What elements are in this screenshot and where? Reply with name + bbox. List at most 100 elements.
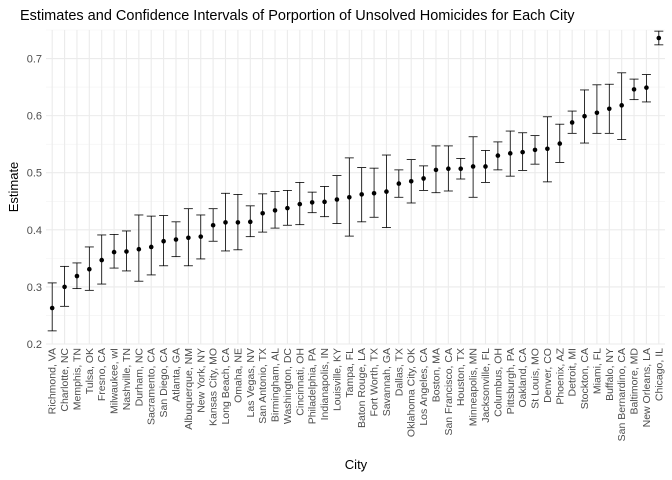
estimate-point — [433, 167, 439, 173]
estimate-point — [384, 189, 389, 194]
errorbar-group — [84, 246, 94, 291]
errorbar-group — [654, 30, 664, 46]
errorbar-group — [419, 165, 429, 191]
estimate-point — [124, 249, 129, 254]
errorbar-group — [233, 194, 243, 251]
estimate-point — [285, 205, 290, 211]
errorbar-group — [480, 150, 490, 183]
estimate-point — [619, 103, 624, 108]
x-tick-label: Kansas City, MO — [208, 348, 220, 426]
x-tick-label: Tampa, FL — [344, 348, 356, 398]
estimate-point — [606, 106, 612, 112]
errorbar-group — [134, 214, 144, 282]
estimate-point — [371, 190, 377, 196]
estimate-point — [173, 237, 179, 242]
x-tick-label: St Louis, MO — [530, 348, 542, 409]
x-tick-label: Indianapolis, IN — [319, 348, 331, 420]
estimate-point — [495, 153, 501, 158]
x-tick-label: New York, NY — [195, 348, 207, 413]
x-tick-label: San Francisco, CA — [443, 348, 455, 436]
errorbar-group — [295, 182, 305, 226]
estimate-point — [87, 266, 92, 272]
estimate-point — [582, 113, 587, 119]
y-tick-label: 0.7 — [27, 54, 42, 66]
x-tick-label: Albuquerque, NM — [183, 348, 195, 430]
gridlines — [46, 29, 665, 345]
estimate-point — [631, 87, 637, 92]
x-tick-label: Savannah, GA — [381, 348, 393, 416]
x-tick-label: Washington, DC — [282, 348, 294, 424]
x-tick-label: San Bernardino, CA — [616, 348, 628, 441]
x-tick-label: Baltimore, MD — [629, 348, 641, 415]
estimate-point — [520, 149, 525, 155]
errorbar-group — [641, 74, 651, 103]
x-tick-label: Denver, CO — [542, 348, 554, 403]
x-tick-label: Richmond, VA — [47, 348, 59, 414]
estimate-point — [272, 208, 278, 213]
x-tick-label: Stockton, CA — [579, 348, 591, 409]
estimate-point — [136, 246, 142, 252]
errorbar-group — [196, 214, 206, 260]
x-tick-label: Baton Rouge, LA — [356, 348, 368, 428]
x-tick-label: Miami, FL — [591, 348, 603, 394]
errorbar-group — [245, 205, 255, 238]
errorbar-group — [72, 262, 82, 290]
estimate-point — [49, 305, 55, 311]
x-tick-label: Las Vegas, NV — [245, 348, 257, 417]
x-tick-label: Detroit, MI — [567, 348, 579, 396]
x-tick-label: Oakland, CA — [517, 348, 529, 408]
errorbar-group — [258, 193, 268, 233]
x-tick-label: Chicago, IL — [653, 348, 665, 401]
errorbar-group — [493, 141, 503, 171]
x-tick-label: Durham, NC — [133, 348, 145, 407]
estimate-point — [396, 181, 402, 186]
x-tick-label: New Orleans, LA — [641, 348, 653, 427]
estimate-point — [223, 220, 228, 225]
data-marks — [47, 30, 664, 332]
errorbar-group — [468, 136, 478, 198]
estimate-point — [470, 164, 476, 169]
errorbar-group — [604, 83, 614, 134]
errorbar-group — [456, 158, 466, 180]
x-tick-label: Phoenix, AZ — [554, 347, 566, 404]
estimate-point — [148, 244, 154, 250]
errorbar-group — [518, 132, 528, 171]
x-tick-label: Sacramento, CA — [146, 348, 158, 425]
errorbar-group — [394, 169, 404, 198]
x-tick-label: Oklahoma City, OK — [406, 348, 418, 437]
errorbar-group — [282, 190, 292, 226]
errorbar-group — [47, 282, 57, 332]
errorbar-group — [406, 159, 416, 204]
errorbar-group — [443, 145, 453, 192]
estimate-point — [347, 194, 352, 200]
errorbar-group — [555, 123, 565, 163]
errorbar-group — [629, 78, 639, 101]
y-tick-label: 0.2 — [27, 339, 42, 351]
errorbar-group — [332, 175, 342, 224]
errorbar-group — [60, 265, 70, 307]
estimate-point — [210, 222, 216, 228]
x-axis-title: City — [345, 457, 368, 472]
estimate-point — [198, 234, 204, 239]
x-tick-label: Boston, MA — [430, 348, 442, 402]
errorbar-group — [97, 234, 107, 285]
estimate-point — [359, 192, 364, 197]
estimate-point — [458, 166, 464, 172]
errorbar-group — [542, 116, 552, 183]
y-axis-ticks: 0.2 0.3 0.4 0.5 0.6 0.7 — [27, 54, 42, 351]
errorbar-group — [121, 230, 131, 272]
estimate-point — [545, 146, 550, 152]
estimate-point — [62, 284, 67, 290]
x-tick-label: Columbus, OH — [492, 348, 504, 417]
estimate-point — [507, 151, 513, 156]
x-tick-label: San Diego, CA — [158, 348, 170, 417]
estimate-point — [644, 85, 649, 90]
errorbar-group — [530, 135, 540, 165]
errorbar-group — [159, 215, 169, 267]
errorbar-group — [369, 167, 379, 218]
x-tick-label: Buffalo, NY — [604, 348, 616, 401]
errorbar-group — [567, 110, 577, 134]
x-tick-label: Fresno, CA — [96, 348, 108, 401]
estimate-point — [557, 141, 563, 146]
